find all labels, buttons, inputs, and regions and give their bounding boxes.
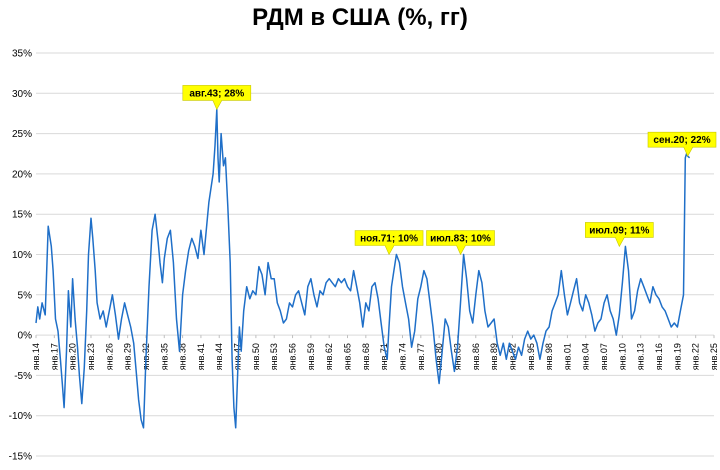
- x-tick-label: янв.17: [49, 343, 59, 370]
- x-tick-label: янв.62: [324, 343, 334, 370]
- x-tick-label: янв.22: [691, 343, 701, 370]
- x-tick-label: янв.38: [178, 343, 188, 370]
- y-tick-label: 5%: [18, 290, 33, 301]
- x-tick-label: янв.80: [434, 343, 444, 370]
- y-tick-label: 30%: [12, 89, 32, 100]
- x-tick-label: янв.89: [489, 343, 499, 370]
- x-tick-label: янв.50: [251, 343, 261, 370]
- x-tick-label: янв.35: [159, 343, 169, 370]
- x-tick-label: янв.74: [397, 343, 407, 370]
- x-tick-label: янв.68: [361, 343, 371, 370]
- x-tick-label: янв.98: [544, 343, 554, 370]
- annotation-label: июл.83; 10%: [430, 234, 491, 245]
- x-tick-label: янв.19: [672, 343, 682, 370]
- annotation-label: сен.20; 22%: [653, 135, 710, 146]
- x-tick-label: янв.13: [636, 343, 646, 370]
- x-tick-label: янв.25: [709, 343, 719, 370]
- x-tick-label: янв.14: [31, 343, 41, 370]
- y-tick-label: 25%: [12, 129, 32, 140]
- x-tick-label: янв.56: [288, 343, 298, 370]
- annotation-box: [182, 85, 252, 111]
- y-tick-label: 0%: [18, 331, 33, 342]
- annotation-box: [647, 131, 717, 157]
- x-tick-label: янв.23: [86, 343, 96, 370]
- annotation-box: [354, 230, 424, 256]
- chart-title: РДМ в США (%, гг): [252, 4, 468, 31]
- x-tick-label: янв.10: [617, 343, 627, 370]
- x-tick-label: янв.53: [269, 343, 279, 370]
- x-tick-label: янв.86: [471, 343, 481, 370]
- annotation-box: [585, 222, 654, 248]
- y-tick-label: 15%: [12, 210, 32, 221]
- x-tick-label: янв.01: [562, 343, 572, 370]
- x-tick-label: янв.04: [581, 343, 591, 370]
- x-tick-label: янв.77: [416, 343, 426, 370]
- y-tick-label: 35%: [12, 49, 32, 60]
- x-tick-label: янв.07: [599, 343, 609, 370]
- x-tick-label: янв.41: [196, 343, 206, 370]
- y-tick-label: -5%: [14, 371, 32, 382]
- y-tick-label: -10%: [9, 411, 32, 422]
- annotation-box: [426, 230, 495, 256]
- x-tick-label: янв.59: [306, 343, 316, 370]
- annotation-label: ноя.71; 10%: [360, 234, 418, 245]
- annotation-label: авг.43; 28%: [189, 88, 244, 99]
- x-tick-label: янв.95: [526, 343, 536, 370]
- x-tick-label: янв.16: [654, 343, 664, 370]
- series-line: [35, 108, 691, 429]
- x-tick-label: янв.26: [104, 343, 114, 370]
- annotation-label: июл.09; 11%: [589, 225, 649, 236]
- x-tick-label: янв.83: [452, 343, 462, 370]
- y-tick-label: 10%: [12, 250, 32, 261]
- y-tick-label: -15%: [9, 452, 32, 463]
- x-tick-label: янв.20: [68, 343, 78, 370]
- y-tick-label: 20%: [12, 169, 32, 180]
- x-tick-label: янв.92: [507, 343, 517, 370]
- x-tick-label: янв.29: [123, 343, 133, 370]
- x-tick-label: янв.71: [379, 343, 389, 370]
- x-tick-label: янв.44: [214, 343, 224, 370]
- x-tick-label: янв.65: [343, 343, 353, 370]
